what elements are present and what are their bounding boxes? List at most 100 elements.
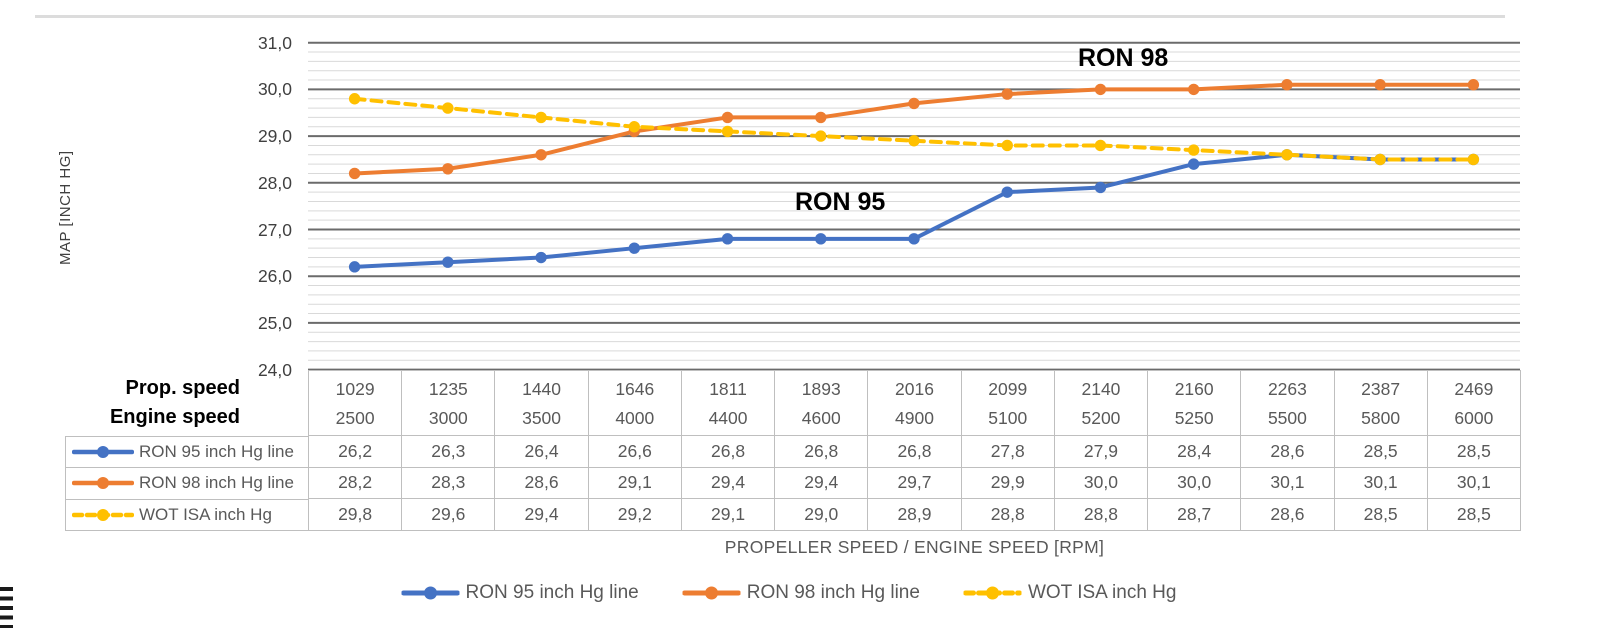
engine-speed-value: 3000 (428, 407, 468, 428)
prop-speed-value: 2387 (1361, 378, 1401, 399)
prop-speed-value: 1646 (615, 378, 655, 399)
prop-speed-value: 1235 (428, 378, 468, 399)
table-cell: 26,8 (681, 436, 776, 468)
cropped-edge-marks (0, 587, 13, 628)
data-point (628, 121, 641, 133)
engine-speed-value: 6000 (1454, 407, 1494, 428)
data-point (442, 102, 454, 114)
data-point (348, 167, 361, 180)
table-cell: 30,0 (1148, 467, 1242, 499)
data-point (1094, 181, 1107, 194)
series-marker-dashed-line-dot-icon (72, 508, 134, 521)
table-cell: 27,9 (1054, 436, 1149, 468)
data-point (721, 125, 734, 138)
table-cell: 29,8 (309, 499, 403, 531)
table-cell: 30,0 (1054, 467, 1149, 499)
data-point (348, 93, 361, 105)
annotation-ron95: RON 95 (795, 188, 886, 216)
prop-speed-value: 1029 (335, 378, 375, 399)
data-point (1374, 79, 1386, 91)
table-cell: 29,6 (402, 499, 496, 531)
data-point (721, 233, 734, 245)
table-header-cell: 2016 4900 (868, 371, 962, 436)
table-cell: 29,0 (775, 499, 869, 531)
table-series-key-row: RON 95 inch Hg line (66, 437, 308, 467)
table-header-cell: 1893 4600 (775, 371, 869, 436)
prop-speed-value: 2469 (1454, 378, 1494, 399)
table-cell: 28,5 (1334, 436, 1428, 468)
legend-item: WOT ISA inch Hg (963, 582, 1177, 604)
data-point (535, 149, 547, 161)
table-cell: 26,4 (495, 436, 589, 468)
table-cell: 30,1 (1427, 467, 1521, 499)
table-cell: 28,8 (1054, 499, 1149, 531)
table-header-cell: 1646 4000 (588, 371, 682, 436)
prop-speed-value: 2099 (988, 378, 1028, 399)
prop-speed-value: 2140 (1081, 378, 1121, 399)
table-cell: 28,4 (1148, 436, 1242, 468)
engine-speed-value: 5500 (1267, 407, 1307, 428)
data-point (1374, 153, 1386, 166)
data-point (535, 251, 547, 264)
table-cell: 28,5 (1334, 499, 1428, 531)
prop-speed-value: 2016 (895, 378, 934, 399)
data-point (1281, 79, 1293, 91)
table-header-cell: 2099 5100 (961, 371, 1055, 436)
table-cell: 29,4 (775, 467, 869, 499)
data-point (1187, 158, 1200, 170)
series-key-label: RON 95 inch Hg line (139, 442, 294, 462)
series-marker-line-dot-icon (72, 446, 134, 459)
series-marker-dashed-line-dot-icon (963, 586, 1022, 600)
table-cell: 26,6 (588, 436, 682, 468)
series-key-label: RON 98 inch Hg line (139, 473, 294, 493)
y-axis-tick-label: 30,0 (257, 79, 292, 100)
table-cell: 26,8 (868, 436, 962, 468)
table-header-cell: 1029 2500 (309, 371, 403, 436)
engine-speed-value: 3500 (522, 407, 562, 428)
x-axis-title: PROPELLER SPEED / ENGINE SPEED [RPM] (724, 537, 1105, 557)
series-marker-line-dot-icon (682, 586, 741, 600)
data-point (908, 135, 920, 147)
chart-legend: RON 95 inch Hg line RON 98 inch Hg line WO… (401, 582, 1177, 604)
prop-speed-value: 2160 (1174, 378, 1214, 399)
y-axis-tick-label: 29,0 (257, 126, 292, 147)
table-header-cell: 2140 5200 (1054, 371, 1149, 436)
legend-item: RON 95 inch Hg line (401, 582, 639, 604)
table-cell: 30,1 (1334, 467, 1428, 499)
legend-item: RON 98 inch Hg line (682, 582, 920, 604)
data-point (628, 242, 641, 254)
table-cell: 28,6 (1241, 499, 1335, 531)
table-cell: 30,1 (1241, 467, 1335, 499)
table-cell: 27,8 (961, 436, 1055, 468)
data-point (815, 130, 827, 142)
y-axis-tick-label: 28,0 (257, 172, 292, 193)
table-cell: 29,7 (868, 467, 962, 499)
table-cell: 28,2 (309, 467, 403, 499)
engine-speed-value: 5200 (1081, 407, 1121, 428)
table-cell: 26,2 (309, 436, 403, 468)
legend-label: WOT ISA inch Hg (1027, 582, 1177, 603)
series-marker-line-dot-icon (72, 477, 134, 490)
table-cell: 29,4 (681, 467, 776, 499)
table-cell: 28,3 (402, 467, 496, 499)
table-header-cell: 2387 5800 (1334, 371, 1428, 436)
y-axis-tick-label: 24,0 (257, 359, 292, 380)
table-header-cell: 2160 5250 (1148, 371, 1242, 436)
table-header-cell: 1440 3500 (495, 371, 589, 436)
engine-speed-value: 4400 (708, 407, 748, 428)
table-header-cell: 2469 6000 (1427, 371, 1521, 436)
table-cell: 29,1 (681, 499, 776, 531)
series-marker-line-dot-icon (401, 586, 460, 600)
table-cell: 28,6 (495, 467, 589, 499)
data-point (442, 163, 454, 175)
legend-label: RON 95 inch Hg line (465, 582, 639, 603)
engine-speed-value: 5800 (1361, 407, 1401, 428)
table-row-label-prop-speed: Prop. speed (125, 377, 240, 399)
table-header-cell: 2263 5500 (1241, 371, 1335, 436)
series-wot-isa-inch-hg (348, 93, 1480, 166)
series-key-label: WOT ISA inch Hg (139, 504, 272, 524)
engine-speed-value: 5100 (988, 407, 1028, 428)
table-cell: 26,3 (402, 436, 496, 468)
data-point (1467, 79, 1480, 91)
y-axis-tick-label: 27,0 (257, 219, 292, 240)
